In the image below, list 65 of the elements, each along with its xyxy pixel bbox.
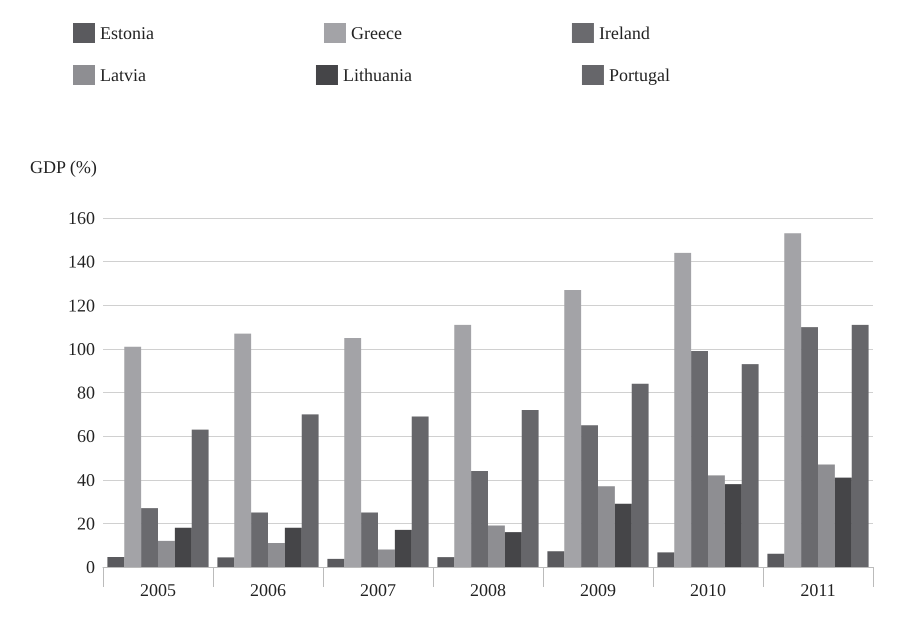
bar (852, 324, 869, 567)
x-tick-label: 2010 (690, 580, 726, 600)
bar (488, 526, 505, 567)
bar (691, 351, 708, 567)
bar (378, 550, 395, 567)
legend-label: Latvia (100, 65, 146, 85)
bar (344, 338, 362, 567)
bar (471, 471, 488, 567)
x-tick-label: 2007 (360, 580, 396, 600)
bar (158, 540, 175, 567)
bar (302, 414, 319, 567)
y-tick-label: 40 (77, 470, 95, 490)
bar (437, 557, 454, 567)
legend-label: Greece (350, 23, 402, 43)
bar (234, 334, 252, 567)
bar (632, 384, 649, 567)
bar (767, 554, 784, 567)
bar (724, 484, 742, 567)
bar (107, 556, 124, 567)
bar (547, 551, 564, 567)
bar (361, 512, 378, 567)
legend-label: Portugal (608, 65, 670, 85)
bar (614, 504, 632, 567)
x-tick-label: 2005 (140, 580, 176, 600)
bar (327, 558, 344, 567)
bar (834, 478, 852, 567)
y-tick-label: 60 (77, 426, 95, 446)
bar (598, 486, 615, 567)
x-tick-label: 2006 (250, 580, 286, 600)
bar (818, 464, 835, 567)
y-tick-label: 100 (68, 338, 95, 359)
bar (522, 410, 539, 567)
bar (268, 543, 285, 567)
y-tick-label: 20 (77, 513, 95, 534)
bar (124, 346, 142, 567)
bar (454, 324, 472, 567)
bar (742, 364, 759, 567)
legend-label: Ireland (598, 23, 650, 43)
bar (674, 252, 692, 567)
y-tick-label: 120 (68, 295, 95, 316)
x-tick-label: 2008 (470, 580, 506, 600)
bar (284, 528, 302, 567)
x-tick-label: 2009 (580, 580, 616, 600)
bar (174, 528, 192, 567)
bar (801, 327, 818, 567)
bar (394, 530, 412, 567)
y-axis-title: GDP (%) (30, 157, 97, 177)
legend-label: Estonia (100, 23, 154, 43)
bar (657, 552, 674, 567)
bar (192, 430, 209, 567)
x-tick-label: 2011 (800, 580, 836, 600)
bar (504, 532, 522, 567)
bar (581, 425, 598, 567)
bar (217, 557, 234, 567)
bar (251, 512, 268, 567)
bar (564, 290, 582, 567)
y-tick-label: 0 (86, 557, 95, 577)
bar (141, 508, 158, 567)
bar (784, 233, 802, 567)
y-tick-label: 80 (77, 382, 95, 402)
bar (708, 475, 725, 567)
y-tick-label: 160 (68, 208, 95, 228)
bar (412, 416, 429, 567)
legend-label: Lithuania (342, 65, 412, 85)
y-tick-label: 140 (68, 252, 95, 272)
